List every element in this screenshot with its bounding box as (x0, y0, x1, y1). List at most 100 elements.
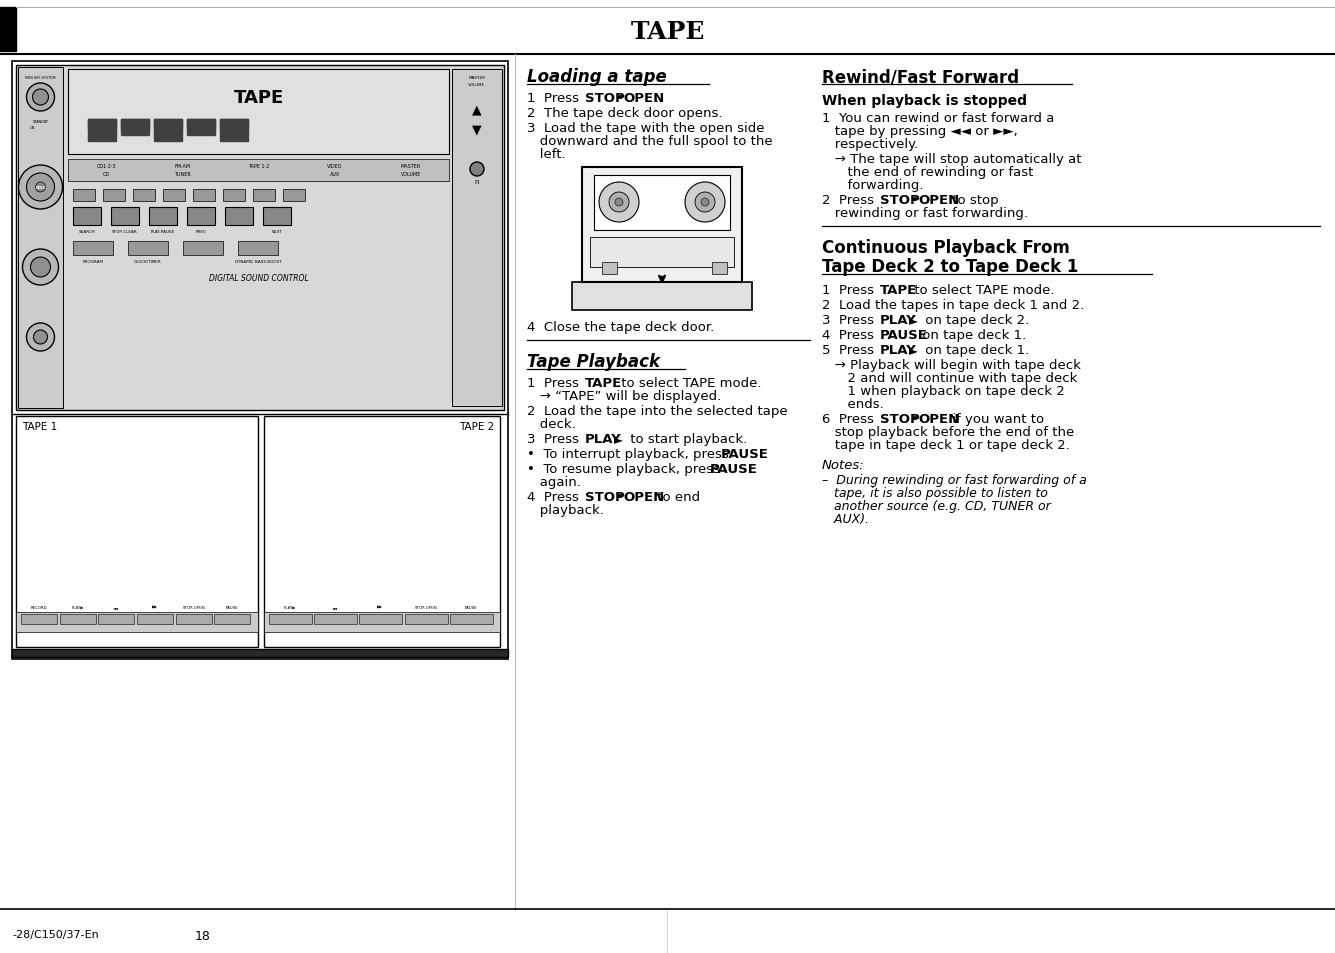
Bar (453, 70, 502, 407)
Bar (99, 615, 135, 624)
Circle shape (36, 183, 45, 193)
Text: on tape deck 1.: on tape deck 1. (921, 344, 1029, 356)
Text: 2  Load the tapes in tape deck 1 and 2.: 2 Load the tapes in tape deck 1 and 2. (822, 298, 1084, 312)
Text: 2 and will continue with tape deck: 2 and will continue with tape deck (822, 372, 1077, 385)
Text: STOP: STOP (585, 91, 625, 105)
Text: → “TAPE” will be displayed.: → “TAPE” will be displayed. (527, 390, 721, 402)
Text: STOP-OPEN: STOP-OPEN (414, 605, 437, 609)
Bar (571, 283, 752, 311)
Text: –  During rewinding or fast forwarding of a: – During rewinding or fast forwarding of… (822, 474, 1087, 486)
Text: ►: ► (614, 433, 623, 446)
Bar (187, 120, 215, 130)
Bar (594, 175, 730, 231)
Text: PREV: PREV (195, 230, 207, 233)
Text: •: • (615, 491, 623, 503)
Text: TAPE: TAPE (585, 376, 622, 390)
Text: again.: again. (527, 476, 581, 489)
Text: STOP-OPEN: STOP-OPEN (183, 605, 206, 609)
Text: tape in tape deck 1 or tape deck 2.: tape in tape deck 1 or tape deck 2. (822, 438, 1069, 452)
Text: PAUSE: PAUSE (465, 605, 477, 609)
Text: CD: CD (103, 172, 109, 177)
Text: forwarding.: forwarding. (822, 179, 924, 192)
Text: ◄◄: ◄◄ (332, 605, 338, 609)
Text: AUX).: AUX). (822, 513, 869, 525)
Text: ▲: ▲ (473, 103, 482, 116)
Text: TAPE: TAPE (234, 89, 283, 107)
Text: Continuous Playback From: Continuous Playback From (822, 239, 1069, 256)
Text: .: . (761, 448, 765, 460)
Text: VOLUME: VOLUME (400, 172, 421, 177)
Text: ▼: ▼ (473, 123, 482, 136)
Text: DISC: DISC (35, 186, 45, 190)
Text: 1 when playback on tape deck 2: 1 when playback on tape deck 2 (822, 385, 1065, 397)
Bar (88, 120, 116, 142)
Text: respectively.: respectively. (822, 138, 918, 151)
Text: STANDBY: STANDBY (32, 120, 48, 124)
Text: -28/C150/37-En: -28/C150/37-En (12, 929, 99, 939)
Text: •: • (615, 91, 623, 105)
Text: 1  Press: 1 Press (527, 376, 583, 390)
Circle shape (599, 183, 639, 223)
Bar (405, 615, 447, 624)
Text: MASTER: MASTER (400, 163, 421, 169)
Bar (12, 62, 509, 659)
Bar (176, 615, 212, 624)
Text: DYNAMIC BASS BOOST: DYNAMIC BASS BOOST (235, 260, 282, 264)
Text: 2  The tape deck door opens.: 2 The tape deck door opens. (527, 107, 722, 120)
Circle shape (27, 173, 55, 202)
Text: → The tape will stop automatically at: → The tape will stop automatically at (822, 152, 1081, 166)
Bar (223, 190, 246, 202)
Text: 6  Press: 6 Press (822, 413, 878, 426)
Text: TAPE 2: TAPE 2 (459, 421, 494, 432)
Text: PLAY▶: PLAY▶ (284, 605, 296, 609)
Circle shape (609, 193, 629, 213)
Bar (359, 615, 402, 624)
Text: 18: 18 (195, 929, 211, 942)
Text: Notes:: Notes: (822, 458, 865, 472)
Text: stop playback before the end of the: stop playback before the end of the (822, 426, 1075, 438)
Text: 4  Close the tape deck door.: 4 Close the tape deck door. (527, 320, 714, 334)
Bar (220, 120, 248, 142)
Text: 1  Press: 1 Press (822, 284, 878, 296)
Text: deck.: deck. (527, 417, 575, 431)
Text: •: • (910, 413, 918, 426)
Bar (17, 68, 63, 409)
Circle shape (33, 331, 48, 345)
Bar (238, 242, 278, 255)
Text: PLAY: PLAY (880, 344, 917, 356)
Text: STOP: STOP (880, 413, 920, 426)
Bar (111, 208, 139, 226)
Bar (16, 66, 505, 411)
Bar (73, 242, 113, 255)
Bar (103, 190, 125, 202)
Text: ►: ► (909, 314, 918, 327)
Text: tape by pressing ◄◄ or ►►,: tape by pressing ◄◄ or ►►, (822, 125, 1017, 138)
Bar (73, 208, 101, 226)
Text: tape, it is also possible to listen to: tape, it is also possible to listen to (822, 486, 1048, 499)
Text: to select TAPE mode.: to select TAPE mode. (910, 284, 1055, 296)
Text: TAPE: TAPE (880, 284, 917, 296)
Bar (314, 615, 358, 624)
Text: 5  Press: 5 Press (822, 344, 878, 356)
Bar (264, 613, 501, 633)
Text: downward and the full spool to the: downward and the full spool to the (527, 135, 773, 148)
Text: 3  Press: 3 Press (822, 314, 878, 327)
Text: PAUSE: PAUSE (721, 448, 769, 460)
Text: Tape Playback: Tape Playback (527, 353, 659, 371)
Text: → Playback will begin with tape deck: → Playback will begin with tape deck (822, 358, 1081, 372)
Circle shape (696, 193, 716, 213)
Bar (226, 208, 254, 226)
Text: VIDEO: VIDEO (327, 163, 343, 169)
Text: to select TAPE mode.: to select TAPE mode. (617, 376, 761, 390)
Text: ends.: ends. (822, 397, 884, 411)
Text: ►: ► (909, 344, 918, 356)
Text: MINI HIFI SYSTEM: MINI HIFI SYSTEM (25, 76, 56, 80)
Text: STOP-CLEAR: STOP-CLEAR (112, 230, 138, 233)
Text: ◄◄: ◄◄ (113, 605, 119, 609)
Circle shape (23, 250, 59, 286)
Text: left.: left. (527, 148, 566, 161)
Bar (21, 615, 57, 624)
Text: When playback is stopped: When playback is stopped (822, 94, 1027, 108)
Bar (150, 208, 178, 226)
Text: SEARCH: SEARCH (79, 230, 95, 233)
